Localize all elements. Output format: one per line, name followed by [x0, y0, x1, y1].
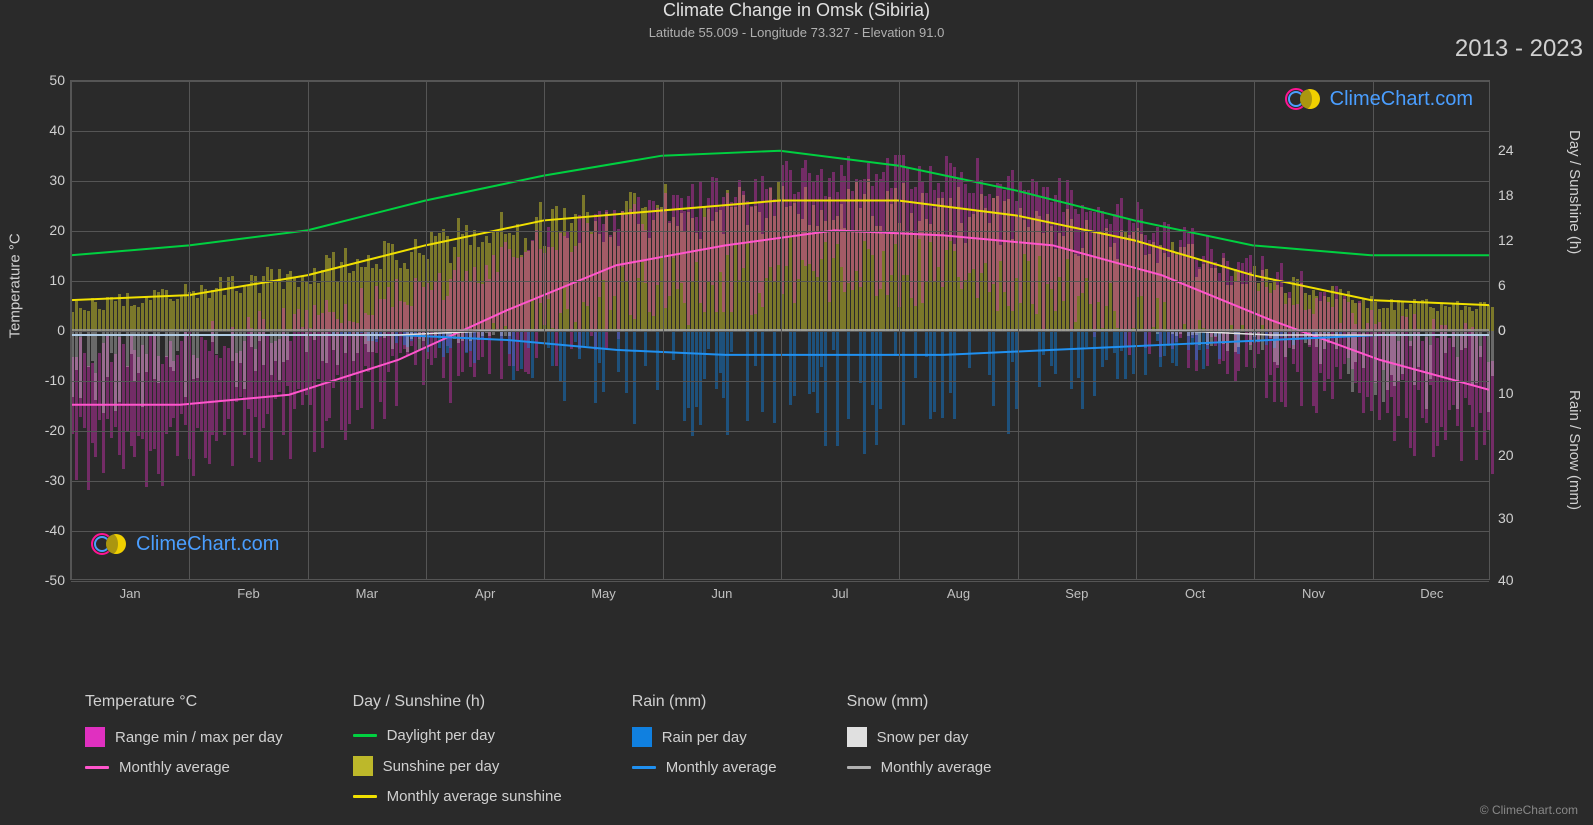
legend-item: Rain per day — [632, 727, 777, 747]
year-range: 2013 - 2023 — [1455, 35, 1583, 63]
y-tick-right-top: 24 — [1498, 142, 1514, 158]
x-tick: Aug — [947, 586, 970, 601]
legend: Temperature °C Range min / max per day Mon… — [85, 693, 1573, 805]
logo-bottom: ClimeChart.com — [90, 530, 279, 558]
legend-line-icon — [353, 734, 377, 737]
y-tick-left: -10 — [35, 372, 65, 388]
x-tick: Apr — [475, 586, 495, 601]
legend-swatch-icon — [632, 727, 652, 747]
y-tick-left: 40 — [35, 122, 65, 138]
y-tick-right-bottom: 30 — [1498, 510, 1514, 526]
legend-column: Temperature °C Range min / max per day Mon… — [85, 693, 283, 805]
legend-label: Daylight per day — [387, 727, 495, 744]
legend-header: Rain (mm) — [632, 693, 777, 711]
logo-text: ClimeChart.com — [1330, 88, 1473, 111]
x-tick: Oct — [1185, 586, 1205, 601]
x-tick: Jan — [120, 586, 141, 601]
x-tick: Dec — [1420, 586, 1443, 601]
legend-label: Rain per day — [662, 729, 747, 746]
legend-line-icon — [353, 795, 377, 798]
legend-line-icon — [847, 766, 871, 769]
x-tick: May — [591, 586, 616, 601]
y-tick-right-bottom: 40 — [1498, 572, 1514, 588]
logo-top: ClimeChart.com — [1284, 85, 1473, 113]
chart-title: Climate Change in Omsk (Sibiria) — [0, 0, 1593, 21]
y-tick-left: 20 — [35, 222, 65, 238]
y-tick-left: -50 — [35, 572, 65, 588]
x-tick: Feb — [237, 586, 259, 601]
legend-item: Sunshine per day — [353, 756, 562, 776]
legend-label: Sunshine per day — [383, 758, 500, 775]
bar-layer — [71, 81, 1489, 579]
y-tick-left: -20 — [35, 422, 65, 438]
legend-swatch-icon — [85, 727, 105, 747]
legend-column: Snow (mm) Snow per day Monthly average — [847, 693, 992, 805]
y-tick-left: 50 — [35, 72, 65, 88]
legend-item: Monthly average — [847, 759, 992, 776]
y-tick-left: -40 — [35, 522, 65, 538]
legend-column: Rain (mm) Rain per day Monthly average — [632, 693, 777, 805]
y-tick-left: 0 — [35, 322, 65, 338]
legend-item: Range min / max per day — [85, 727, 283, 747]
legend-line-icon — [85, 766, 109, 769]
legend-item: Monthly average — [632, 759, 777, 776]
y-tick-left: 30 — [35, 172, 65, 188]
x-tick: Mar — [356, 586, 378, 601]
y-axis-right2-title: Rain / Snow (mm) — [1566, 390, 1583, 510]
legend-item: Daylight per day — [353, 727, 562, 744]
legend-label: Range min / max per day — [115, 729, 283, 746]
chart-subtitle: Latitude 55.009 - Longitude 73.327 - Ele… — [0, 25, 1593, 40]
legend-header: Day / Sunshine (h) — [353, 693, 562, 711]
y-tick-right-bottom: 20 — [1498, 447, 1514, 463]
y-tick-right-bottom: 10 — [1498, 385, 1514, 401]
legend-swatch-icon — [847, 727, 867, 747]
y-tick-right-top: 18 — [1498, 187, 1514, 203]
x-tick: Jul — [832, 586, 849, 601]
y-tick-right-top: 6 — [1498, 277, 1506, 293]
legend-label: Monthly average sunshine — [387, 788, 562, 805]
x-tick: Jun — [711, 586, 732, 601]
legend-item: Monthly average sunshine — [353, 788, 562, 805]
x-tick: Sep — [1065, 586, 1088, 601]
logo-icon — [90, 530, 130, 558]
x-tick: Nov — [1302, 586, 1325, 601]
y-tick-right-top: 12 — [1498, 232, 1514, 248]
logo-text: ClimeChart.com — [136, 533, 279, 556]
legend-header: Temperature °C — [85, 693, 283, 711]
y-axis-left-title: Temperature °C — [7, 233, 24, 338]
copyright: © ClimeChart.com — [1480, 803, 1578, 817]
plot-area: JanFebMarAprMayJunJulAugSepOctNovDec — [70, 80, 1490, 580]
y-axis-right1-title: Day / Sunshine (h) — [1566, 130, 1583, 254]
legend-swatch-icon — [353, 756, 373, 776]
legend-item: Monthly average — [85, 759, 283, 776]
legend-item: Snow per day — [847, 727, 992, 747]
legend-label: Monthly average — [119, 759, 230, 776]
y-tick-left: 10 — [35, 272, 65, 288]
legend-label: Monthly average — [881, 759, 992, 776]
legend-column: Day / Sunshine (h) Daylight per day Sunshi… — [353, 693, 562, 805]
legend-line-icon — [632, 766, 656, 769]
y-tick-left: -30 — [35, 472, 65, 488]
y-tick-right-bottom: 0 — [1498, 322, 1506, 338]
logo-icon — [1284, 85, 1324, 113]
legend-label: Snow per day — [877, 729, 969, 746]
legend-header: Snow (mm) — [847, 693, 992, 711]
legend-label: Monthly average — [666, 759, 777, 776]
